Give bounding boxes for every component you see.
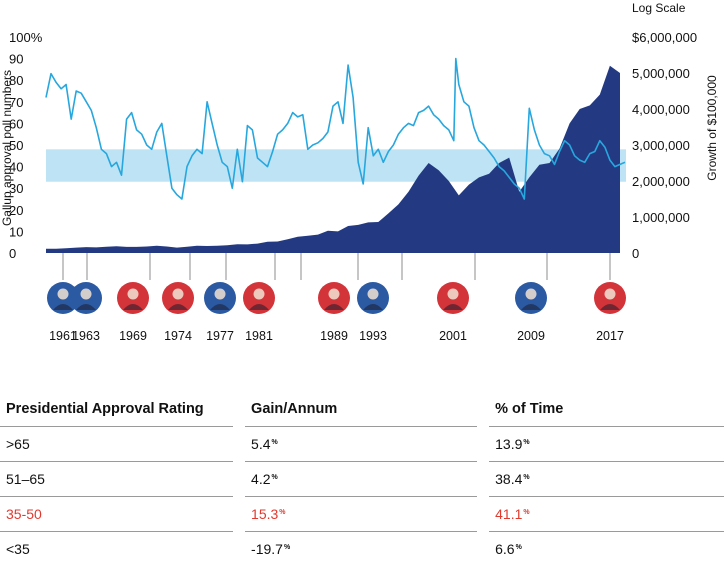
header-percent-of-time: % of Time [489, 392, 724, 427]
portrait-face [215, 289, 226, 300]
term-year-label: 2001 [439, 329, 467, 343]
time-cell: 13.9% [489, 427, 724, 462]
term-year-label: 1977 [206, 329, 234, 343]
header-approval-rating: Presidential Approval Rating [0, 392, 233, 427]
time-cell: 38.4% [489, 462, 724, 497]
right-tick-label: 0 [632, 246, 639, 261]
portrait-face [329, 289, 340, 300]
portrait-face [58, 289, 69, 300]
table-row-highlighted: 35-50 15.3% 41.1% [0, 497, 724, 532]
gain-value: 5.4 [251, 436, 270, 452]
time-mark: % [523, 474, 529, 481]
president-portrait-icon [357, 282, 389, 314]
approval-stats-table: Presidential Approval Rating Gain/Annum … [0, 392, 724, 566]
rating-cell: 35-50 [0, 497, 233, 532]
gain-mark: % [284, 544, 290, 551]
president-portrait-icon [117, 282, 149, 314]
gain-mark: % [272, 474, 278, 481]
right-tick-label: 1,000,000 [632, 210, 690, 225]
table-header-row: Presidential Approval Rating Gain/Annum … [0, 392, 724, 427]
time-value: 6.6 [495, 541, 514, 557]
rating-cell: <35 [0, 532, 233, 566]
portrait-face [254, 289, 265, 300]
term-year-label: 1993 [359, 329, 387, 343]
left-tick-label: 90 [9, 52, 23, 67]
table-row: >65 5.4% 13.9% [0, 427, 724, 462]
right-tick-label: $6,000,000 [632, 30, 697, 45]
right-axis-scale-note: Log Scale [632, 1, 686, 15]
gain-mark: % [272, 439, 278, 446]
president-portrait-icon [162, 282, 194, 314]
left-tick-label: 100% [9, 30, 43, 45]
portrait-face [605, 289, 616, 300]
table-row: 51–65 4.2% 38.4% [0, 462, 724, 497]
president-portrait-icon [70, 282, 102, 314]
time-cell: 41.1% [489, 497, 724, 532]
term-year-label: 1969 [119, 329, 147, 343]
gain-cell: -19.7% [245, 532, 477, 566]
right-tick-label: 5,000,000 [632, 66, 690, 81]
header-gain-per-annum: Gain/Annum [245, 392, 477, 427]
portrait-face [448, 289, 459, 300]
portrait-face [128, 289, 139, 300]
president-portrait-icon [594, 282, 626, 314]
term-year-label: 1981 [245, 329, 273, 343]
president-portrait-icon [318, 282, 350, 314]
portrait-face [368, 289, 379, 300]
right-tick-label: 2,000,000 [632, 174, 690, 189]
time-cell: 6.6% [489, 532, 724, 566]
gain-value: 15.3 [251, 506, 278, 522]
table-row: <35 -19.7% 6.6% [0, 532, 724, 566]
time-mark: % [523, 509, 529, 516]
portrait-face [526, 289, 537, 300]
right-tick-label: 4,000,000 [632, 102, 690, 117]
gain-cell: 5.4% [245, 427, 477, 462]
president-portrait-icon [243, 282, 275, 314]
gain-value: -19.7 [251, 541, 283, 557]
time-value: 38.4 [495, 471, 522, 487]
term-year-label: 1974 [164, 329, 192, 343]
left-axis-label: Gallup approval poll numbers [0, 70, 14, 226]
time-value: 41.1 [495, 506, 522, 522]
portrait-face [173, 289, 184, 300]
right-axis-label: Growth of $100,000 [705, 75, 719, 181]
time-mark: % [516, 544, 522, 551]
rating-cell: 51–65 [0, 462, 233, 497]
rating-cell: >65 [0, 427, 233, 462]
time-mark: % [523, 439, 529, 446]
term-year-label: 2017 [596, 329, 624, 343]
time-value: 13.9 [495, 436, 522, 452]
term-year-label: 1989 [320, 329, 348, 343]
right-axis-ticks: $6,000,000 5,000,000 4,000,000 3,000,000 2,0… [632, 30, 697, 261]
right-tick-label: 3,000,000 [632, 138, 690, 153]
president-portrait-icon [437, 282, 469, 314]
term-year-label: 1963 [72, 329, 100, 343]
portrait-face [81, 289, 92, 300]
gain-cell: 4.2% [245, 462, 477, 497]
term-year-label: 2009 [517, 329, 545, 343]
left-tick-label: 0 [9, 246, 16, 261]
gain-mark: % [279, 509, 285, 516]
president-portrait-icon [204, 282, 236, 314]
president-portrait-icon [515, 282, 547, 314]
gain-value: 4.2 [251, 471, 270, 487]
gain-cell: 15.3% [245, 497, 477, 532]
